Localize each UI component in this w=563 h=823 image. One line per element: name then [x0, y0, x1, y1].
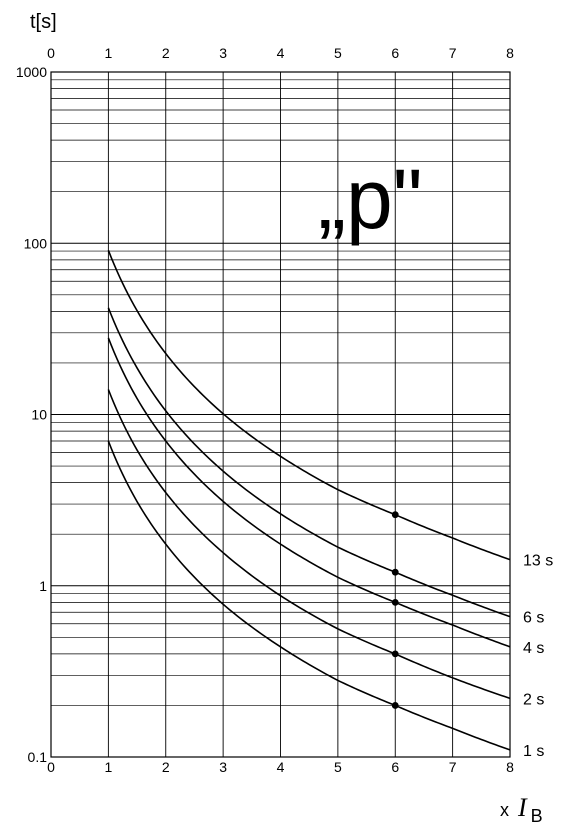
major-gridlines: [50, 72, 511, 758]
curve-line: [107, 440, 511, 751]
x-tick-label-top: 8: [506, 45, 514, 61]
curve-marker: [391, 650, 399, 658]
x-axis-subscript: B: [531, 806, 543, 823]
y-tick-labels: 0.1 1 10 100 1000: [16, 64, 47, 765]
x-tick-label-bottom: 0: [47, 759, 55, 775]
x-tick-label-top: 5: [334, 45, 342, 61]
plot-frame: [50, 71, 511, 758]
curve-line: [107, 337, 511, 648]
y-tick-label: 10: [31, 407, 47, 423]
x-tick-label-bottom: 8: [506, 759, 514, 775]
x-axis-symbol: I: [517, 793, 528, 822]
x-tick-label-bottom: 3: [219, 759, 227, 775]
x-tick-labels-bottom: 0 1 2 3 4 5 6 7 8: [47, 759, 514, 775]
chart-title: „p": [318, 152, 423, 246]
curve-label: 1 s: [523, 743, 544, 760]
x-tick-label-bottom: 5: [334, 759, 342, 775]
x-tick-label-bottom: 1: [104, 759, 112, 775]
y-axis-title: t[s]: [30, 11, 57, 33]
y-tick-label: 0.1: [28, 749, 48, 765]
y-tick-label: 1000: [16, 64, 47, 80]
curve-marker: [391, 598, 399, 606]
curve-label: 13 s: [523, 553, 553, 570]
curve-markers: [391, 511, 399, 709]
x-tick-labels-top: 0 1 2 3 4 5 6 7 8: [47, 45, 514, 61]
curve-marker: [391, 568, 399, 576]
x-tick-label-top: 6: [391, 45, 399, 61]
x-axis-title: x I B: [500, 793, 543, 823]
y-tick-label: 100: [24, 235, 48, 251]
curves: [107, 249, 511, 751]
x-tick-label-bottom: 7: [449, 759, 457, 775]
curve-line: [107, 249, 511, 561]
x-tick-label-top: 1: [104, 45, 112, 61]
x-tick-label-top: 0: [47, 45, 55, 61]
x-tick-label-top: 7: [449, 45, 457, 61]
curve-label: 6 s: [523, 610, 544, 627]
x-tick-label-top: 3: [219, 45, 227, 61]
x-tick-label-bottom: 4: [277, 759, 285, 775]
curve-labels: 13 s 6 s 4 s 2 s 1 s: [523, 553, 553, 760]
curve-line: [107, 389, 511, 700]
x-tick-label-top: 2: [162, 45, 170, 61]
curve-marker: [391, 511, 399, 519]
curve-line: [107, 307, 511, 618]
x-tick-label-bottom: 2: [162, 759, 170, 775]
x-tick-label-bottom: 6: [391, 759, 399, 775]
curve-marker: [391, 702, 399, 709]
curve-label: 4 s: [523, 640, 544, 657]
x-axis-prefix: x: [500, 800, 509, 820]
curve-label: 2 s: [523, 691, 544, 708]
x-tick-label-top: 4: [277, 45, 285, 61]
y-tick-label: 1: [39, 578, 47, 594]
